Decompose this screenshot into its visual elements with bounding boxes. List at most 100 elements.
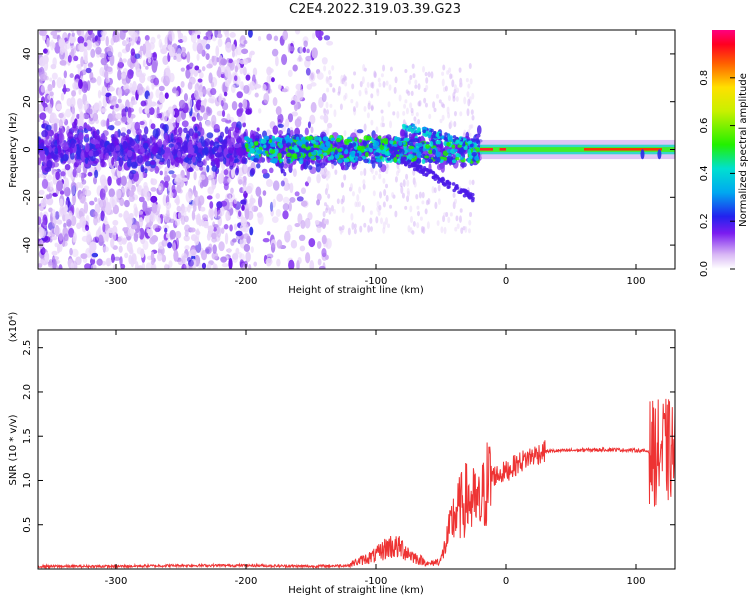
heatmap-cell bbox=[452, 95, 456, 102]
heatmap-cell bbox=[229, 224, 233, 232]
heatmap-cell bbox=[175, 90, 179, 97]
heatmap-cell bbox=[180, 80, 185, 88]
heatmap-cell bbox=[164, 181, 169, 188]
heatmap-cell bbox=[220, 227, 225, 234]
heatmap-cell bbox=[359, 225, 363, 233]
heatmap-cell bbox=[174, 198, 179, 204]
heatmap-cell bbox=[138, 227, 145, 240]
heatmap-cell bbox=[452, 192, 456, 198]
heatmap-cell bbox=[243, 84, 250, 94]
heatmap-cell bbox=[84, 189, 92, 197]
heatmap-cell bbox=[185, 191, 193, 203]
heatmap-cell bbox=[272, 180, 280, 191]
heatmap-cell bbox=[415, 112, 419, 117]
heatmap-cell bbox=[59, 205, 65, 216]
heatmap-cell bbox=[137, 210, 144, 215]
heatmap-cell bbox=[238, 147, 245, 157]
heatmap-cell bbox=[205, 120, 212, 127]
snr-x-label: Height of straight line (km) bbox=[288, 585, 424, 596]
heatmap-cell bbox=[378, 191, 382, 199]
heatmap-cell bbox=[409, 216, 413, 224]
heatmap-cell bbox=[149, 211, 156, 223]
heatmap-cell bbox=[44, 147, 49, 156]
heatmap-cell bbox=[184, 245, 190, 251]
heatmap-cell bbox=[78, 88, 82, 96]
heatmap-cell bbox=[167, 241, 173, 249]
heatmap-cell bbox=[402, 110, 406, 116]
heatmap-cell bbox=[88, 108, 93, 115]
heatmap-cell bbox=[425, 144, 431, 149]
heatmap-cell bbox=[248, 143, 252, 149]
heatmap-cell bbox=[144, 213, 151, 224]
heatmap-cell bbox=[93, 130, 98, 140]
heatmap-cell bbox=[328, 207, 332, 215]
heatmap-cell bbox=[327, 147, 334, 152]
heatmap-cell bbox=[245, 74, 251, 81]
heatmap-cell bbox=[378, 82, 382, 88]
heatmap-cell bbox=[249, 80, 256, 91]
heatmap-cell bbox=[323, 108, 327, 116]
heatmap-cell bbox=[158, 85, 165, 92]
heatmap-cell bbox=[49, 91, 54, 97]
heatmap-cell bbox=[216, 110, 224, 117]
heatmap-cell bbox=[117, 87, 123, 99]
heatmap-cell bbox=[304, 127, 309, 136]
heatmap-cell bbox=[134, 221, 141, 233]
heatmap-cell bbox=[47, 174, 53, 181]
heatmap-cell bbox=[145, 50, 152, 59]
heatmap-cell bbox=[58, 37, 66, 48]
heatmap-cell bbox=[429, 141, 434, 147]
heatmap-cell bbox=[244, 143, 249, 149]
heatmap-cell bbox=[95, 164, 102, 171]
heatmap-cell bbox=[292, 64, 298, 72]
heatmap-cell bbox=[284, 136, 290, 142]
heatmap-cell bbox=[428, 169, 433, 174]
heatmap-cell bbox=[446, 141, 451, 147]
heatmap-cell bbox=[454, 198, 458, 205]
heatmap-cell bbox=[66, 218, 72, 227]
spectrogram-x-label: Height of straight line (km) bbox=[288, 285, 424, 296]
heatmap-cell bbox=[110, 253, 115, 263]
heatmap-cell bbox=[63, 233, 69, 242]
heatmap-cell bbox=[134, 261, 139, 269]
heatmap-cell bbox=[272, 97, 278, 107]
heatmap-cell bbox=[322, 211, 326, 218]
heatmap-cell bbox=[410, 107, 414, 114]
heatmap-cell bbox=[401, 192, 405, 199]
heatmap-cell bbox=[261, 84, 267, 92]
heatmap-cell bbox=[404, 205, 408, 210]
heatmap-cell bbox=[294, 30, 301, 35]
heatmap-cell bbox=[164, 263, 168, 269]
heatmap-cell bbox=[87, 30, 93, 36]
heatmap-cell bbox=[202, 43, 206, 51]
heatmap-cell bbox=[212, 244, 217, 255]
heatmap-cell bbox=[223, 224, 229, 230]
heatmap-cell bbox=[40, 198, 47, 208]
heatmap-cell bbox=[437, 198, 441, 205]
heatmap-cell bbox=[150, 36, 156, 45]
heatmap-cell bbox=[369, 217, 373, 224]
heatmap-cell bbox=[437, 139, 441, 145]
heatmap-cell bbox=[77, 36, 85, 44]
heatmap-cell bbox=[287, 113, 294, 123]
heatmap-cell bbox=[411, 63, 415, 69]
heatmap-cell bbox=[211, 178, 216, 191]
heatmap-cell bbox=[447, 95, 451, 102]
heatmap-cell bbox=[155, 153, 163, 160]
heatmap-cell bbox=[79, 216, 87, 229]
heatmap-cell bbox=[157, 217, 162, 224]
heatmap-cell bbox=[382, 178, 386, 184]
heatmap-cell bbox=[51, 72, 58, 80]
heatmap-cell bbox=[289, 46, 295, 52]
heatmap-cell bbox=[363, 222, 367, 228]
heatmap-cell bbox=[157, 34, 161, 39]
heatmap-cell bbox=[194, 83, 200, 92]
heatmap-cell bbox=[238, 251, 242, 259]
heatmap-cell bbox=[117, 51, 122, 58]
heatmap-cell bbox=[435, 133, 440, 138]
heatmap-cell bbox=[93, 102, 100, 111]
heatmap-cell bbox=[54, 224, 60, 237]
heatmap-cell bbox=[196, 42, 203, 55]
heatmap-cell bbox=[112, 225, 118, 236]
heatmap-cell bbox=[100, 108, 106, 114]
